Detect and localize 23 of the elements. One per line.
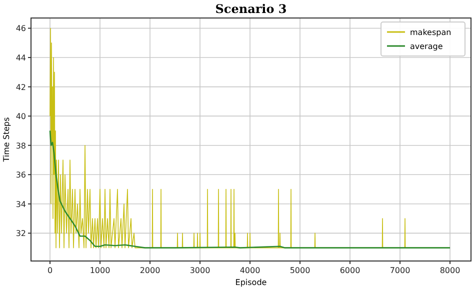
y-axis-title: Time Steps — [2, 117, 11, 163]
x-axis-title: Episode — [235, 278, 267, 287]
x-tick-label: 8000 — [440, 266, 460, 275]
x-tick-label: 5000 — [290, 266, 310, 275]
y-tick-label: 44 — [16, 54, 26, 63]
y-tick-label: 36 — [16, 170, 26, 180]
x-tick-label: 7000 — [390, 266, 410, 275]
chart-title: Scenario 3 — [215, 2, 287, 16]
x-tick-label: 1000 — [90, 266, 110, 275]
x-tick-label: 4000 — [240, 266, 260, 275]
y-tick-label: 34 — [16, 200, 26, 209]
y-tick-label: 32 — [16, 229, 26, 238]
x-tick-label: 2000 — [140, 266, 160, 275]
x-tick-label: 6000 — [340, 266, 360, 275]
x-tick-label: 3000 — [190, 266, 210, 275]
legend-label: makespan — [410, 28, 452, 37]
y-tick-label: 40 — [16, 112, 26, 122]
y-tick-label: 38 — [16, 141, 26, 150]
y-tick-label: 46 — [16, 24, 26, 34]
x-tick-label: 0 — [47, 266, 53, 275]
y-tick-label: 42 — [16, 82, 26, 92]
legend-label: average — [410, 42, 443, 51]
line-series — [49, 130, 451, 248]
